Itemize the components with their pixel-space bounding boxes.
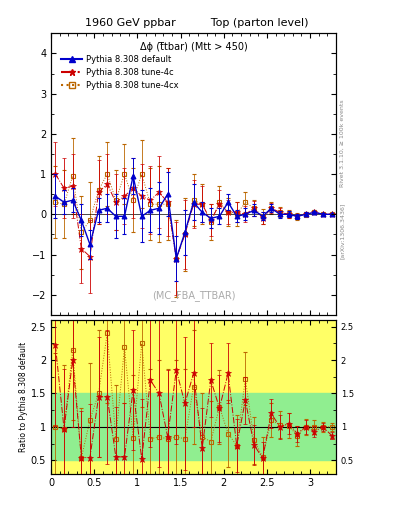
Text: 1960 GeV ppbar          Top (parton level): 1960 GeV ppbar Top (parton level) [85,18,308,28]
Legend: Pythia 8.308 default, Pythia 8.308 tune-4c, Pythia 8.308 tune-4cx: Pythia 8.308 default, Pythia 8.308 tune-… [58,52,182,94]
Text: [arXiv:1306.3436]: [arXiv:1306.3436] [340,202,345,259]
Text: Δϕ (t̅tbar) (Mtt > 450): Δϕ (t̅tbar) (Mtt > 450) [140,42,248,52]
Text: (MC_FBA_TTBAR): (MC_FBA_TTBAR) [152,290,235,301]
Bar [51,320,336,474]
Bar [51,393,336,460]
Y-axis label: Ratio to Pythia 8.308 default: Ratio to Pythia 8.308 default [19,342,28,452]
Text: Rivet 3.1.10, ≥ 100k events: Rivet 3.1.10, ≥ 100k events [340,99,345,187]
